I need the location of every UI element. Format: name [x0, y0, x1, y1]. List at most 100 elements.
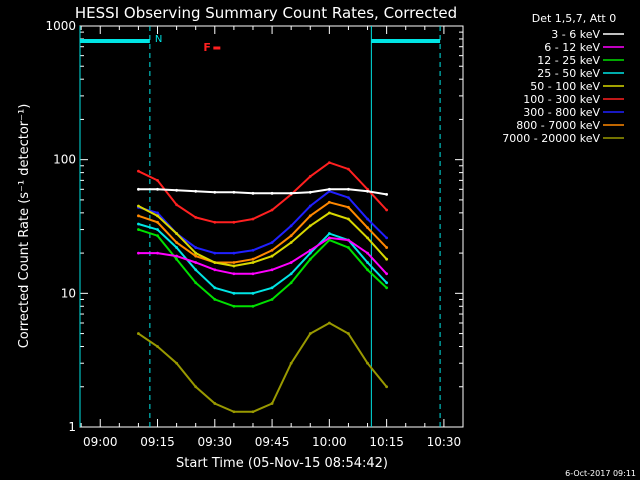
data-point-3-6-kev [327, 187, 331, 191]
data-point-7000-20000-kev [156, 345, 159, 348]
data-point-6-12-kev [194, 261, 198, 264]
chart-title: HESSI Observing Summary Count Rates, Cor… [75, 4, 457, 22]
data-point-12-25-kev [308, 257, 312, 261]
data-point-50-100-kev [385, 257, 389, 261]
data-point-6-12-kev [251, 272, 255, 276]
flag-label-n: N [155, 34, 162, 45]
data-point-7000-20000-kev [213, 402, 217, 405]
data-point-800-7000-kev [385, 246, 389, 249]
data-point-12-25-kev [232, 304, 236, 308]
data-point-300-800-kev [270, 241, 274, 244]
data-point-7000-20000-kev [289, 361, 293, 365]
data-point-25-50-kev [251, 291, 255, 295]
data-point-6-12-kev [289, 261, 293, 264]
data-point-7000-20000-kev [270, 402, 274, 405]
data-point-25-50-kev [137, 222, 140, 226]
data-point-6-12-kev [232, 272, 236, 276]
data-point-3-6-kev [156, 187, 159, 191]
data-point-3-6-kev [213, 190, 217, 194]
x-tick-label: 09:15 [140, 435, 175, 449]
y-tick-label: 1 [68, 420, 76, 434]
data-point-3-6-kev [232, 190, 236, 194]
data-point-12-25-kev [385, 286, 389, 290]
data-point-800-7000-kev [194, 254, 198, 258]
series-line-100-300-kev [137, 161, 388, 224]
data-point-7000-20000-kev [137, 332, 140, 335]
data-point-7000-20000-kev [175, 361, 179, 365]
data-point-300-800-kev [366, 217, 369, 221]
data-point-25-50-kev [385, 281, 389, 285]
data-point-12-25-kev [175, 257, 179, 261]
data-point-3-6-kev [347, 187, 350, 191]
data-point-300-800-kev [213, 251, 217, 255]
data-point-3-6-kev [270, 191, 274, 195]
data-point-100-300-kev [156, 178, 159, 182]
data-point-25-50-kev [327, 232, 331, 235]
legend-label-100-300-kev: 100 - 300 keV [523, 93, 600, 106]
data-point-3-6-kev [137, 187, 140, 191]
data-point-25-50-kev [270, 286, 274, 290]
x-tick-label: 10:00 [312, 435, 347, 449]
data-point-100-300-kev [270, 208, 274, 212]
data-point-3-6-kev [251, 191, 255, 195]
data-point-800-7000-kev [270, 248, 274, 252]
data-point-300-800-kev [289, 224, 293, 228]
data-point-300-800-kev [194, 246, 198, 249]
data-point-50-100-kev [137, 204, 140, 208]
data-point-3-6-kev [289, 191, 293, 195]
y-tick-label: 10 [61, 286, 76, 300]
data-point-6-12-kev [137, 251, 140, 255]
x-tick-label: 10:30 [427, 435, 462, 449]
data-point-25-50-kev [194, 268, 198, 272]
data-point-300-800-kev [327, 189, 331, 193]
data-point-800-7000-kev [251, 257, 255, 261]
y-tick-label: 1000 [45, 19, 76, 33]
series-line-50-100-kev [137, 205, 388, 268]
data-point-7000-20000-kev [366, 361, 369, 365]
legend-label-12-25-kev: 12 - 25 keV [537, 54, 600, 67]
data-point-3-6-kev [194, 189, 198, 193]
data-point-300-800-kev [251, 248, 255, 252]
data-point-800-7000-kev [327, 200, 331, 204]
data-point-800-7000-kev [308, 214, 312, 218]
data-point-800-7000-kev [175, 241, 179, 244]
data-point-800-7000-kev [232, 261, 236, 264]
x-tick-label: 09:00 [83, 435, 118, 449]
data-point-12-25-kev [289, 281, 293, 285]
data-point-50-100-kev [366, 236, 369, 240]
data-point-7000-20000-kev [327, 321, 331, 325]
data-point-7000-20000-kev [308, 332, 312, 335]
data-point-7000-20000-kev [251, 410, 255, 414]
legend-label-6-12-kev: 6 - 12 keV [544, 41, 600, 54]
data-point-7000-20000-kev [194, 385, 198, 389]
data-point-300-800-kev [308, 204, 312, 208]
data-point-50-100-kev [175, 232, 179, 235]
data-point-25-50-kev [289, 272, 293, 276]
legend-label-25-50-kev: 25 - 50 keV [537, 67, 600, 80]
data-point-300-800-kev [156, 211, 159, 215]
data-point-6-12-kev [347, 238, 350, 242]
data-point-25-50-kev [308, 251, 312, 255]
data-point-3-6-kev [175, 188, 179, 192]
data-point-100-300-kev [347, 167, 350, 171]
data-point-800-7000-kev [347, 205, 350, 209]
data-point-6-12-kev [366, 251, 369, 255]
data-point-6-12-kev [156, 251, 159, 255]
legend-label-50-100-kev: 50 - 100 keV [530, 80, 600, 93]
data-point-100-300-kev [137, 169, 140, 173]
data-point-300-800-kev [232, 251, 236, 255]
data-point-12-25-kev [137, 228, 140, 231]
data-point-6-12-kev [175, 254, 179, 258]
data-point-100-300-kev [213, 220, 217, 224]
data-point-7000-20000-kev [385, 385, 389, 389]
data-point-6-12-kev [385, 272, 389, 276]
data-point-12-25-kev [270, 298, 274, 301]
series-line-800-7000-kev [138, 201, 388, 264]
legend-label-300-800-kev: 300 - 800 keV [523, 106, 600, 119]
data-point-3-6-kev [366, 189, 369, 193]
data-point-100-300-kev [385, 208, 389, 212]
x-tick-label: 10:15 [369, 435, 404, 449]
data-point-3-6-kev [385, 192, 389, 196]
x-tick-label: 09:45 [255, 435, 290, 449]
data-point-7000-20000-kev [347, 332, 350, 335]
